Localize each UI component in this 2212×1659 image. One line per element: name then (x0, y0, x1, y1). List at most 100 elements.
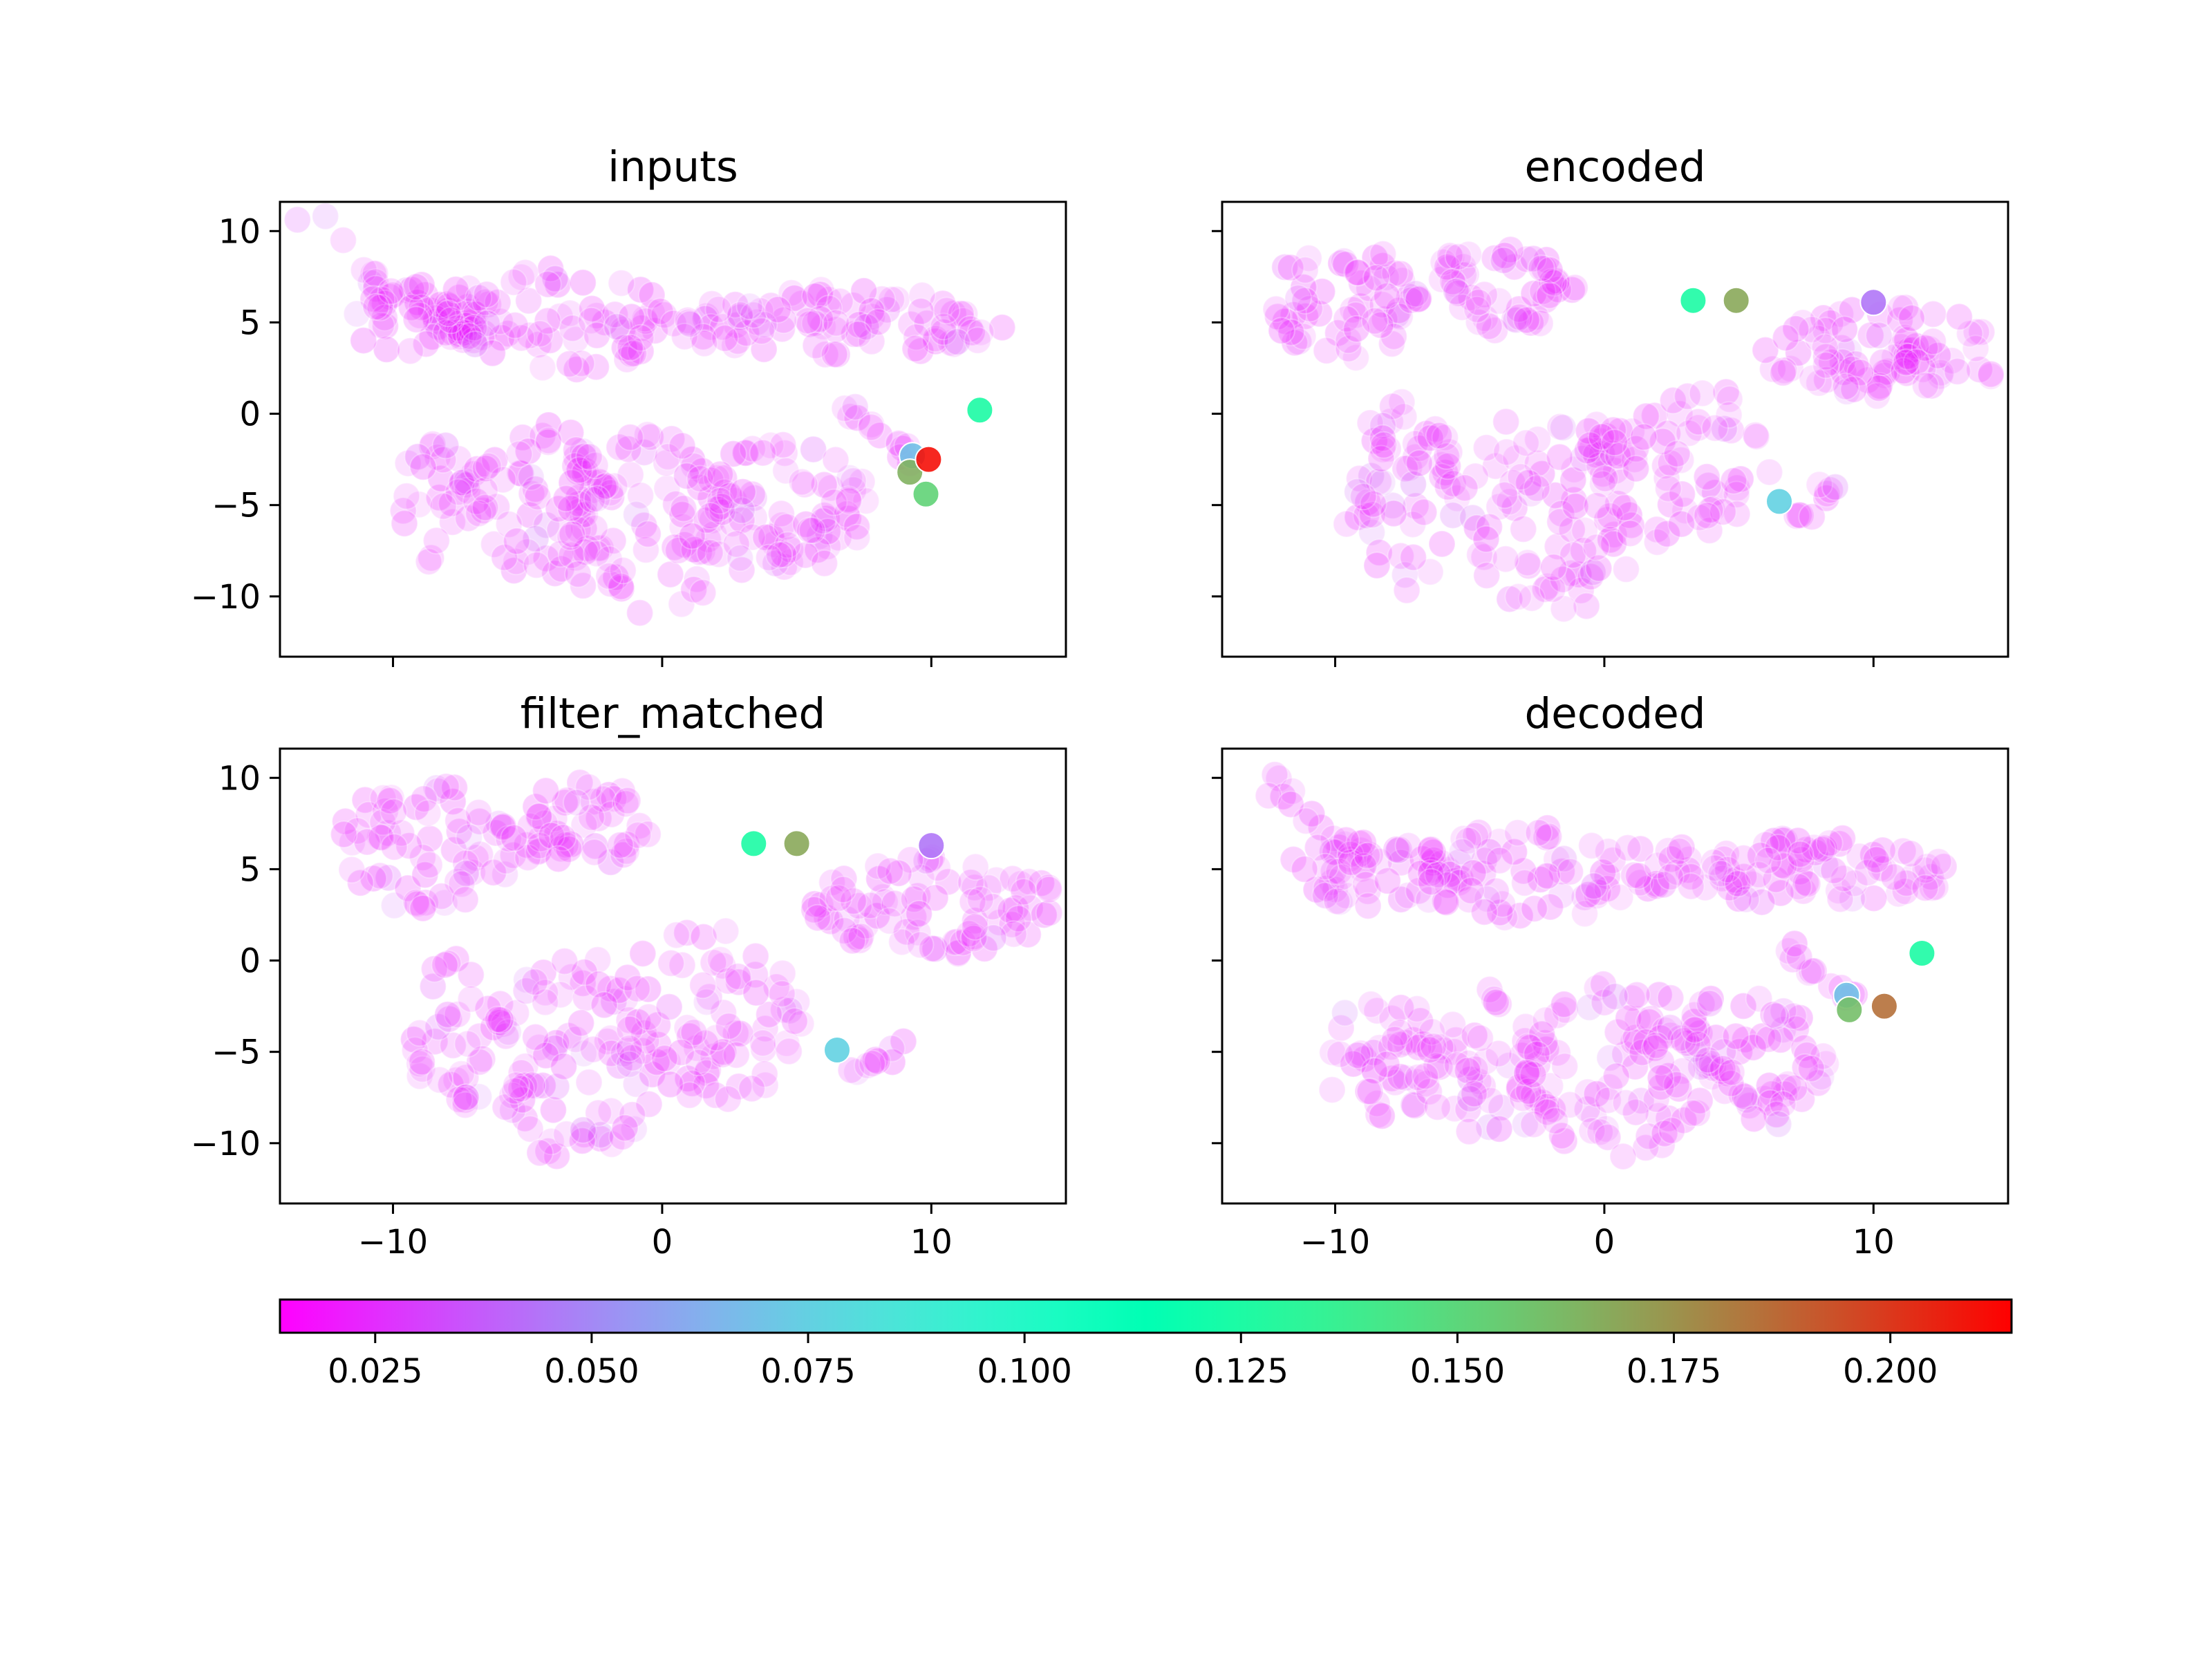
scatter-point (1510, 869, 1539, 897)
scatter-point (675, 1081, 704, 1109)
scatter-point (623, 975, 651, 1003)
scatter-point (371, 289, 399, 317)
scatter-point (1539, 1095, 1567, 1123)
scatter-point (1406, 1006, 1434, 1035)
scatter-point (964, 326, 992, 355)
scatter-point (1604, 442, 1632, 470)
scatter-point (667, 590, 695, 618)
scatter-point (418, 323, 447, 351)
scatter-point (564, 483, 592, 512)
scatter-point (594, 780, 623, 809)
scatter-point (1651, 1016, 1679, 1044)
scatter-point (634, 975, 662, 1003)
scatter-point (1481, 452, 1510, 480)
scatter-point (615, 1034, 644, 1062)
scatter-point (1556, 858, 1584, 886)
scatter-point (415, 825, 444, 853)
scatter-point (597, 1039, 626, 1067)
y-tick-label: −5 (212, 1033, 261, 1072)
scatter-point (1897, 304, 1926, 332)
scatter-point (489, 466, 517, 494)
scatter-point (1709, 498, 1737, 526)
scatter-point (1640, 402, 1669, 430)
scatter-point (494, 825, 523, 853)
scatter-point (559, 314, 587, 342)
scatter-point (1812, 366, 1841, 394)
scatter-point (1516, 1033, 1544, 1062)
scatter-point (688, 971, 717, 1000)
scatter-point (956, 315, 984, 343)
scatter-point (406, 1019, 434, 1047)
scatter-point (1435, 255, 1463, 283)
scatter-point (465, 1082, 493, 1111)
scatter-point (410, 785, 438, 813)
scatter-point (1586, 427, 1615, 456)
highlight-point (1679, 286, 1707, 315)
scatter-point (1727, 1080, 1755, 1109)
scatter-point (868, 883, 897, 911)
scatter-point (689, 923, 718, 951)
scatter-point (871, 888, 899, 916)
scatter-point (1784, 827, 1812, 855)
scatter-point (599, 785, 628, 813)
scatter-point (845, 892, 873, 920)
scatter-point (550, 1052, 578, 1080)
scatter-point (719, 440, 747, 468)
y-tick-label: 5 (239, 850, 261, 889)
scatter-point (1663, 858, 1691, 886)
scatter-point (1786, 858, 1815, 885)
scatter-point (603, 312, 631, 341)
scatter-point (1680, 1035, 1708, 1063)
scatter-point (482, 819, 510, 847)
scatter-point (839, 887, 868, 915)
scatter-point (523, 482, 552, 511)
scatter-point (1356, 841, 1385, 869)
scatter-point (1656, 984, 1685, 1012)
scatter-point (421, 1027, 449, 1056)
scatter-point (843, 523, 871, 552)
scatter-point (1789, 308, 1817, 337)
scatter-point (850, 276, 878, 305)
scatter-point (877, 1034, 906, 1062)
scatter-point (1533, 1092, 1561, 1121)
scatter-point (1265, 765, 1293, 792)
scatter-point (668, 513, 697, 541)
scatter-point (1642, 870, 1671, 898)
scatter-point (1696, 496, 1725, 524)
scatter-point (843, 512, 871, 541)
scatter-point (1696, 516, 1723, 545)
scatter-point (1515, 552, 1543, 580)
scatter-point (1662, 1071, 1691, 1099)
scatter-point (1826, 830, 1853, 858)
scatter-point (468, 1044, 496, 1073)
scatter-point (546, 302, 574, 330)
scatter-point (823, 340, 852, 368)
scatter-point (1332, 826, 1360, 854)
scatter-point (1519, 245, 1548, 273)
scatter-point (1653, 520, 1681, 548)
scatter-point (722, 1019, 750, 1047)
scatter-point (610, 334, 639, 362)
scatter-point (1592, 422, 1620, 450)
scatter-point (1291, 302, 1320, 330)
scatter-point (577, 803, 606, 832)
scatter-point (921, 883, 949, 912)
scatter-point (934, 868, 962, 896)
scatter-point (579, 787, 608, 816)
scatter-point (1812, 484, 1840, 512)
scatter-point (1642, 516, 1671, 543)
scatter-point (1395, 454, 1423, 482)
scatter-point (703, 495, 731, 523)
scatter-point (1454, 241, 1483, 269)
colorbar-tick-label: 0.175 (1627, 1352, 1721, 1391)
scatter-point (1508, 1042, 1536, 1069)
scatter-point (413, 799, 442, 827)
scatter-point (351, 786, 379, 814)
scatter-point (1357, 462, 1385, 490)
scatter-point (617, 340, 645, 368)
scatter-point (532, 1041, 560, 1069)
scatter-point (881, 890, 909, 918)
scatter-point (1428, 462, 1456, 491)
scatter-point (491, 1022, 520, 1050)
